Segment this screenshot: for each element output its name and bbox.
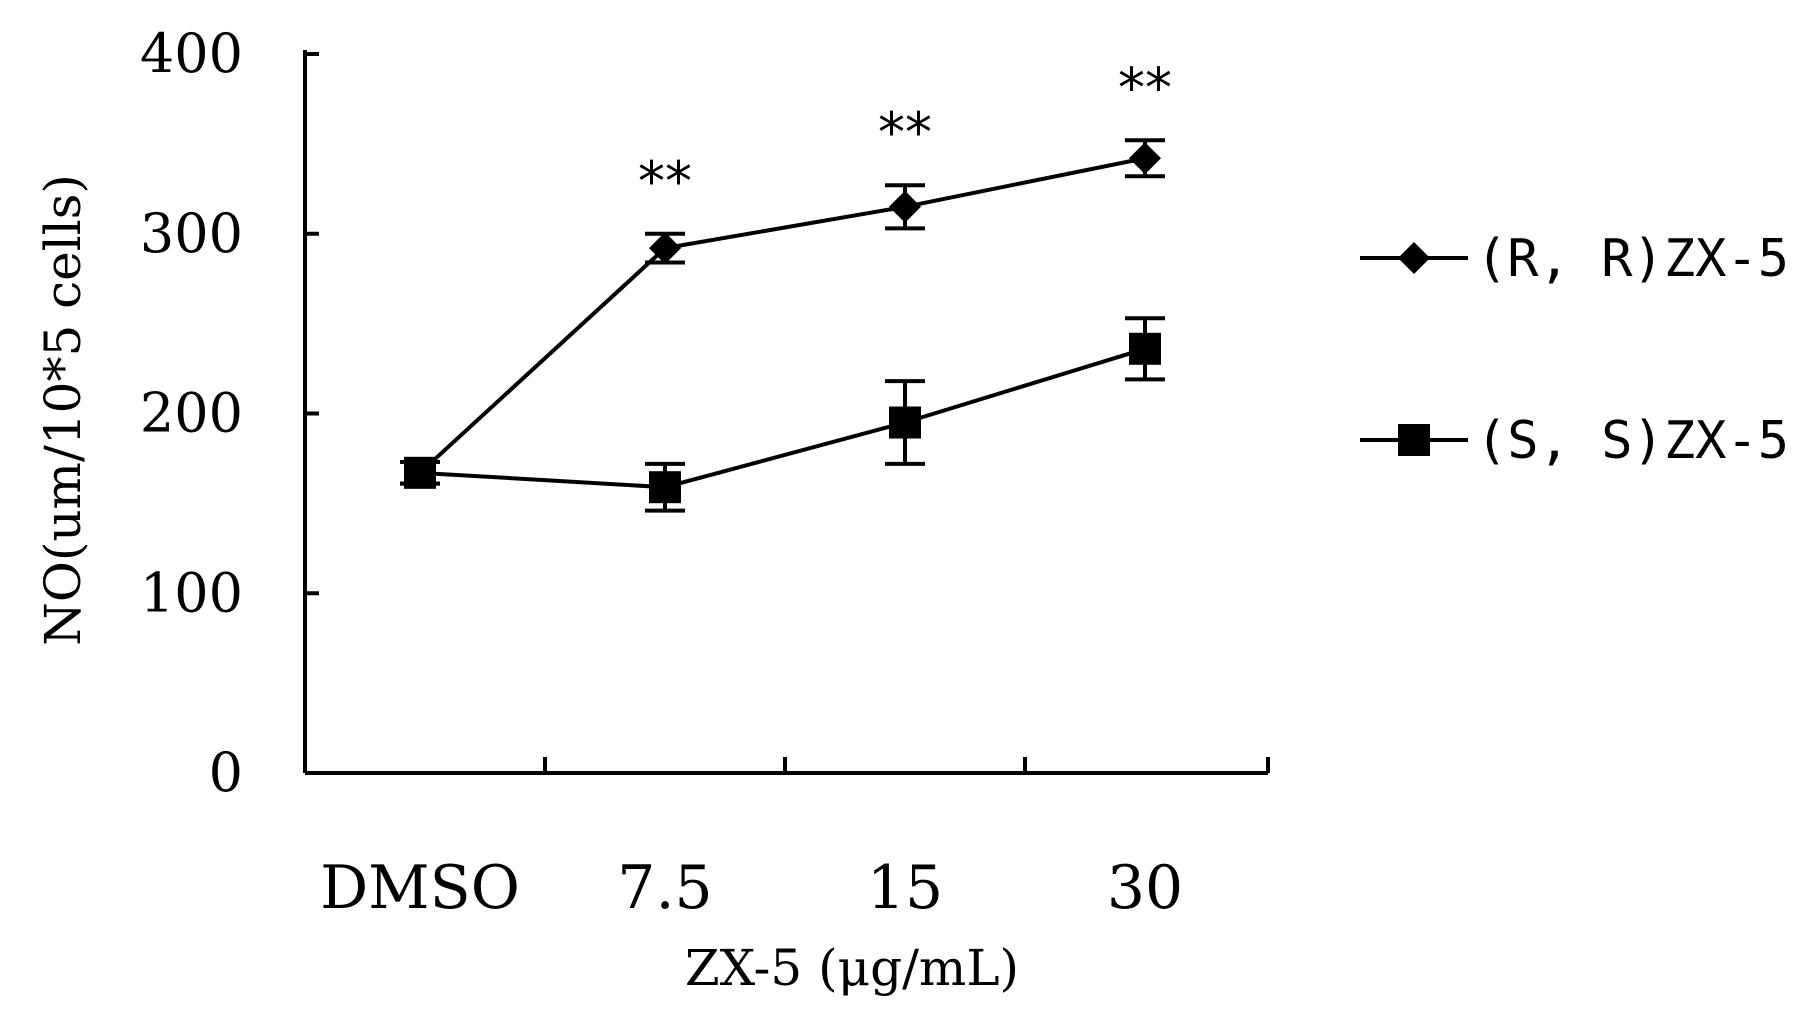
data-point <box>649 471 681 504</box>
series-line <box>418 156 1146 475</box>
legend: (R, R)ZX-5 (S, S)ZX-5 <box>1360 229 1789 471</box>
x-tick-label: 15 <box>867 853 943 923</box>
significance-marker: ** <box>878 101 932 164</box>
y-tick-label: 0 <box>209 741 243 804</box>
y-tick-label: 300 <box>140 202 243 265</box>
series-layer <box>400 138 1165 513</box>
x-tick-label: 7.5 <box>617 853 712 923</box>
legend-marker <box>1398 424 1430 456</box>
x-tick-label: 30 <box>1107 853 1183 923</box>
x-tick-label: DMSO <box>320 853 520 923</box>
significance-marker: ** <box>1118 56 1172 119</box>
data-point <box>649 232 681 265</box>
data-point <box>1129 142 1161 175</box>
significance-marker: ** <box>638 150 692 213</box>
series-2 <box>400 316 1165 513</box>
y-tick-label: 100 <box>140 561 243 624</box>
axes <box>303 50 1268 775</box>
data-point <box>404 456 436 489</box>
y-tick-label: 400 <box>140 22 243 85</box>
legend-marker <box>1398 242 1430 274</box>
y-axis-title: NO(um/10*5 cells) <box>34 174 92 646</box>
data-point <box>889 406 921 439</box>
series-line <box>419 346 1146 490</box>
x-axis-title: ZX-5 (μg/mL) <box>685 939 1019 997</box>
series-1 <box>400 138 1165 489</box>
significance-annotations: ** ** ** <box>638 56 1172 212</box>
y-tick-label: 200 <box>140 382 243 445</box>
legend-label: (R, R)ZX-5 <box>1476 229 1789 289</box>
data-point <box>889 190 921 223</box>
data-point <box>1129 332 1161 365</box>
y-axis-ticks: 0 100 200 300 400 <box>140 22 319 804</box>
legend-label: (S, S)ZX-5 <box>1476 411 1789 471</box>
x-axis-ticks: DMSO 7.5 15 30 <box>320 757 1270 923</box>
